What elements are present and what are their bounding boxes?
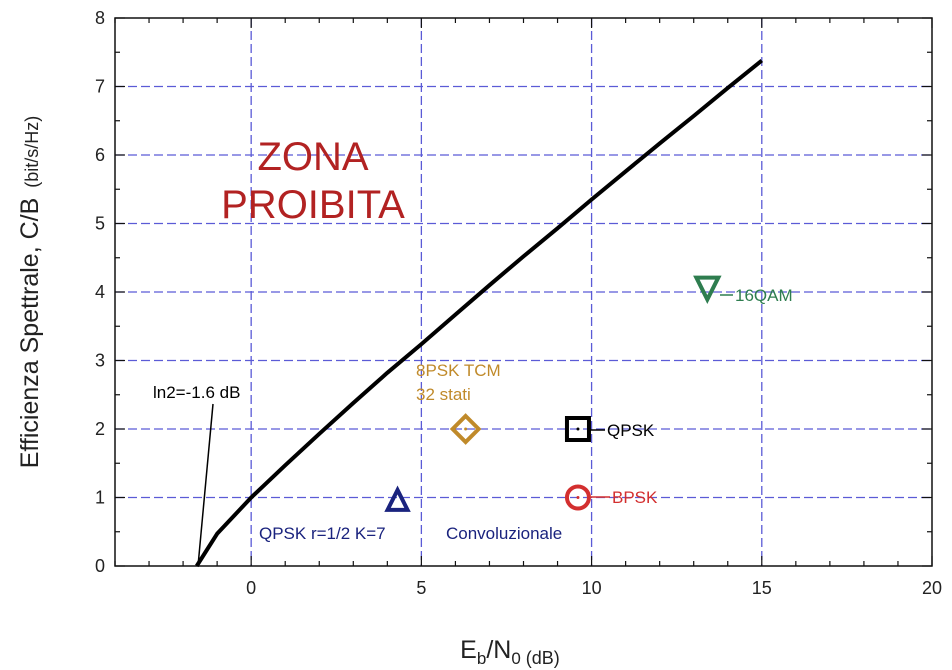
x-tick-label: 5 xyxy=(416,578,426,598)
marker-center-dot xyxy=(576,427,580,431)
zone-label-line2: PROIBITA xyxy=(221,183,405,227)
ln2-label: ln2=-1.6 dB xyxy=(153,383,240,402)
grid-lines xyxy=(115,18,932,566)
label-qpsk-conv-2: Convoluzionale xyxy=(446,524,562,543)
marker-16qam-triangle xyxy=(693,275,722,305)
y-axis-label-unit: (bit/s/Hz) xyxy=(22,116,42,188)
marker-qpsk-square xyxy=(564,416,591,442)
axis-ticks xyxy=(114,17,933,567)
marker-center-dot xyxy=(464,427,468,431)
marker-qpsk-conv-triangle xyxy=(384,485,411,512)
y-tick-label: 3 xyxy=(95,351,105,371)
zone-label-line1: ZONA xyxy=(257,135,368,179)
x-tick-label: 0 xyxy=(246,578,256,598)
y-axis-label-text: Efficienza Spettrale, C/B xyxy=(16,198,44,469)
y-tick-label: 2 xyxy=(95,419,105,439)
label-qpsk-conv: QPSK r=1/2 K=7 xyxy=(259,524,386,543)
label-8psk-line2: 32 stati xyxy=(416,385,471,404)
x-tick-label: 15 xyxy=(752,578,772,598)
marker-bpsk-circle xyxy=(564,484,591,511)
marker-center-dot xyxy=(576,496,580,499)
y-axis-label: Efficienza Spettrale, C/B (bit/s/Hz) xyxy=(16,116,44,469)
y-tick-label: 5 xyxy=(95,214,105,234)
shannon-limit-curve xyxy=(195,58,764,568)
y-tick-label: 7 xyxy=(95,77,105,97)
label-qpsk: QPSK xyxy=(607,421,655,440)
x-tick-labels: 0 5 10 15 20 xyxy=(246,578,942,598)
y-tick-label: 1 xyxy=(95,488,105,508)
x-axis-label-n: /N xyxy=(486,636,511,664)
ln2-pointer-line xyxy=(197,403,214,567)
x-axis-label-unit: (dB) xyxy=(521,648,560,668)
y-tick-label: 6 xyxy=(95,145,105,165)
x-axis-label: Eb/N0 (dB) xyxy=(460,636,560,668)
y-tick-label: 0 xyxy=(95,556,105,576)
x-tick-label: 20 xyxy=(922,578,942,598)
label-8psk-line1: 8PSK TCM xyxy=(416,361,501,380)
y-tick-label: 4 xyxy=(95,282,105,302)
x-axis-label-sub-b: b xyxy=(477,649,486,668)
y-tick-label: 8 xyxy=(95,8,105,28)
x-axis-label-e: E xyxy=(460,636,477,664)
x-axis-label-sub-0: 0 xyxy=(511,649,520,668)
modulation-markers xyxy=(384,275,722,512)
label-bpsk: BPSK xyxy=(612,488,658,507)
marker-8psk-diamond xyxy=(449,413,482,445)
svg-text:Efficienza Spettrale, C/B(bit/: Efficienza Spettrale, C/B (bit/s/Hz) xyxy=(16,116,44,469)
label-16qam: 16QAM xyxy=(735,286,793,305)
y-tick-labels: 0 1 2 3 4 5 6 7 8 xyxy=(95,8,105,576)
x-tick-label: 10 xyxy=(582,578,602,598)
